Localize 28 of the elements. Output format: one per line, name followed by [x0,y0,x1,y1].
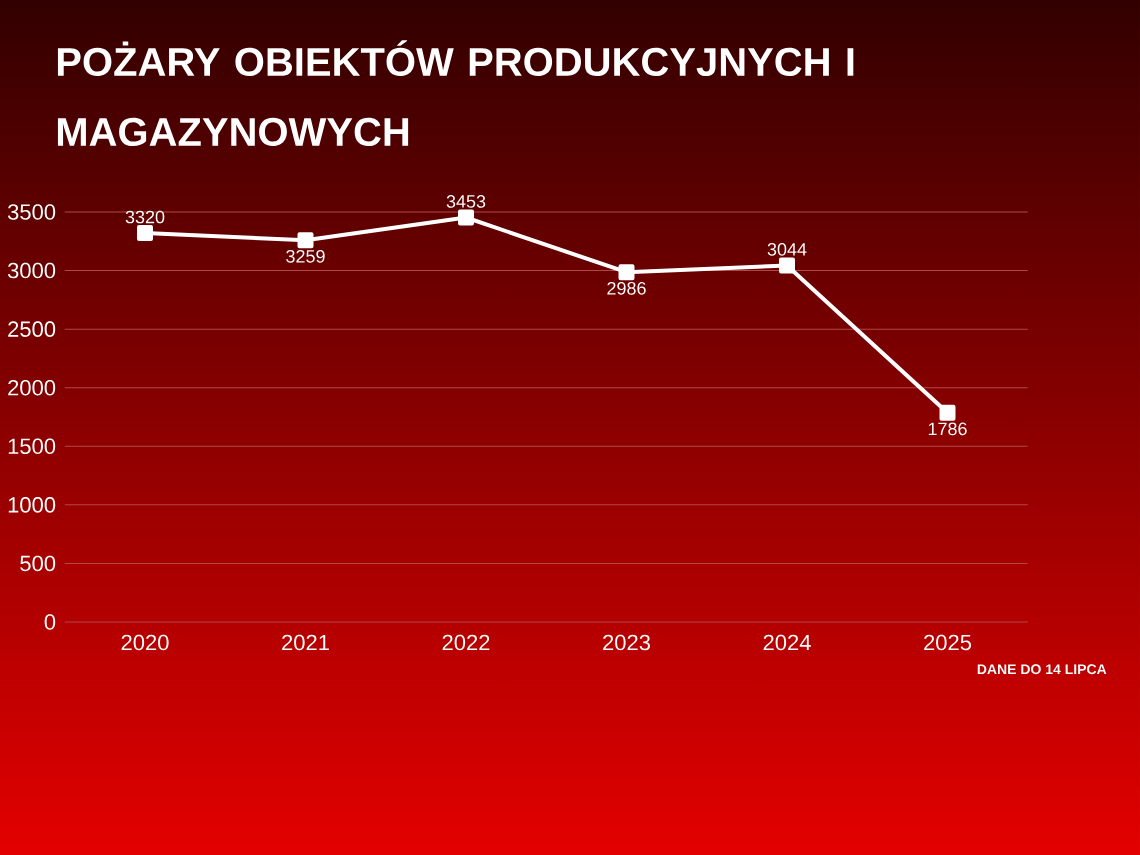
point [458,209,474,226]
x-tick-label: 2021 [282,634,329,651]
data-label: 3044 [767,242,807,256]
text: DANE DO 14 LIPCA [977,664,1107,675]
x-tick-label: 2020 [121,634,169,651]
data-label: 2986 [607,281,646,295]
y-tick-label: 2500 [8,321,56,337]
y-tick-label: 3500 [7,204,56,220]
data-label: 1786 [928,422,967,436]
y-tick-label: 1000 [8,497,56,513]
x-tick-label: 2025 [924,634,972,651]
point [779,257,795,274]
data-label: 3320 [125,210,165,224]
y-tick-label: 500 [20,555,56,572]
point [618,264,635,281]
data-label: 3259 [286,249,325,263]
x-tick-label: 2023 [603,634,650,651]
y-tick-label: 0 [44,614,56,630]
y-tick-label: 3000 [7,262,56,279]
point [297,232,314,249]
point [137,225,153,242]
y-tick-label: 1500 [8,438,56,455]
y-tick-label: 2000 [8,379,56,396]
point [939,404,956,421]
x-tick-label: 2024 [763,634,811,651]
data-label: 3453 [446,195,486,208]
chart-title: POŻARY OBIEKTÓW PRODUKCYJNYCH I MAGAZYNOWYCH [57,40,854,147]
x-tick-label: 2022 [442,634,490,651]
